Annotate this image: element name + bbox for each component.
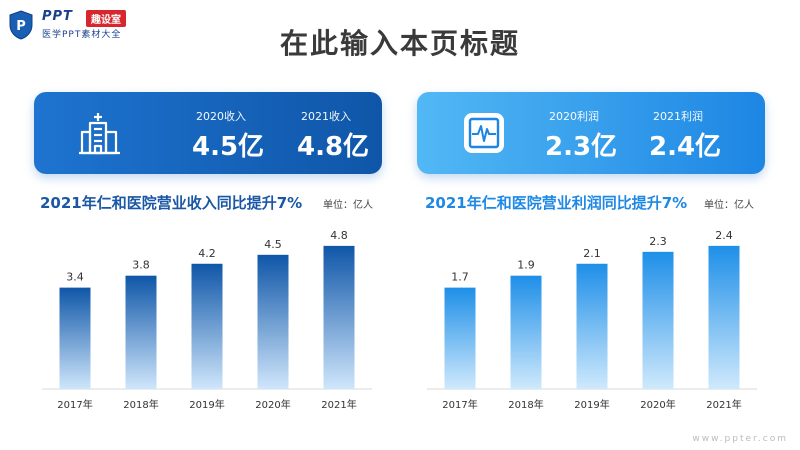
x-tick-label: 2021年 xyxy=(321,398,356,411)
bar xyxy=(444,287,476,389)
stat-value: 2.4亿 xyxy=(649,132,722,162)
footer-url: www.ppter.com xyxy=(692,434,788,444)
stat-label: 2020利润 xyxy=(549,110,599,123)
x-tick-label: 2018年 xyxy=(123,398,158,411)
data-label: 3.8 xyxy=(132,259,150,272)
data-label: 4.8 xyxy=(330,229,348,242)
data-label: 2.1 xyxy=(583,247,601,260)
profit-chart-title: 2021年仁和医院营业利润同比提升7% xyxy=(425,194,688,212)
revenue-chart-unit: 单位：亿人 xyxy=(323,200,373,211)
stat-value: 4.5亿 xyxy=(192,132,265,162)
bar xyxy=(323,245,355,389)
logo-badge: 趣设室 xyxy=(86,10,126,27)
bar xyxy=(576,263,608,389)
stat-label: 2021利润 xyxy=(653,110,703,123)
profit-2021-stat: 2021利润 2.4亿 xyxy=(649,108,721,163)
revenue-bar-chart: 3.4 2017年 3.8 2018年 4.2 2019年 4.5 2020年 4.8 2021年 xyxy=(42,229,372,411)
stat-label: 2020收入 xyxy=(196,110,246,123)
data-label: 4.2 xyxy=(198,247,216,260)
data-label: 4.5 xyxy=(264,238,282,251)
data-label: 1.7 xyxy=(451,271,469,284)
data-label: 2.4 xyxy=(715,229,733,242)
profit-summary-card: 2020利润 2.3亿 2021利润 2.4亿 xyxy=(417,92,765,174)
x-tick-label: 2017年 xyxy=(57,398,92,411)
revenue-summary-card: 2020收入 4.5亿 2021收入 4.8亿 xyxy=(34,92,382,174)
profit-2020-stat: 2020利润 2.3亿 xyxy=(545,108,617,163)
bar xyxy=(510,275,542,389)
x-tick-label: 2019年 xyxy=(574,398,609,411)
logo-tagline: 医学PPT素材大全 xyxy=(42,30,122,40)
revenue-2020-stat: 2020收入 4.5亿 xyxy=(192,108,264,163)
profit-bar-chart: 1.7 2017年 1.9 2018年 2.1 2019年 2.3 2020年 2.4 2021年 xyxy=(427,229,757,411)
x-tick-label: 2017年 xyxy=(442,398,477,411)
stat-label: 2021收入 xyxy=(301,110,351,123)
svg-text:P: P xyxy=(16,19,26,34)
logo-brand: PPT xyxy=(42,9,73,24)
x-tick-label: 2020年 xyxy=(640,398,675,411)
x-tick-label: 2019年 xyxy=(189,398,224,411)
x-tick-label: 2018年 xyxy=(508,398,543,411)
stat-value: 4.8亿 xyxy=(297,132,370,162)
bar xyxy=(191,263,223,389)
bar xyxy=(257,254,289,389)
logo: P PPT 趣设室 医学PPT素材大全 xyxy=(8,8,188,42)
x-tick-label: 2020年 xyxy=(255,398,290,411)
stat-value: 2.3亿 xyxy=(545,132,618,162)
profit-chart-unit: 单位：亿人 xyxy=(704,200,754,211)
bar xyxy=(708,245,740,389)
data-label: 3.4 xyxy=(66,271,84,284)
bar xyxy=(125,275,157,389)
hospital-icon xyxy=(79,113,120,155)
revenue-chart-title: 2021年仁和医院营业收入同比提升7% xyxy=(40,194,303,212)
bar xyxy=(642,251,674,389)
heart-monitor-icon xyxy=(464,113,504,153)
bar xyxy=(59,287,91,389)
data-label: 2.3 xyxy=(649,235,667,248)
shield-logo-icon: P xyxy=(9,10,33,40)
data-label: 1.9 xyxy=(517,259,535,272)
x-tick-label: 2021年 xyxy=(706,398,741,411)
revenue-2021-stat: 2021收入 4.8亿 xyxy=(297,108,369,163)
page-title[interactable]: 在此输入本页标题 xyxy=(279,27,520,60)
